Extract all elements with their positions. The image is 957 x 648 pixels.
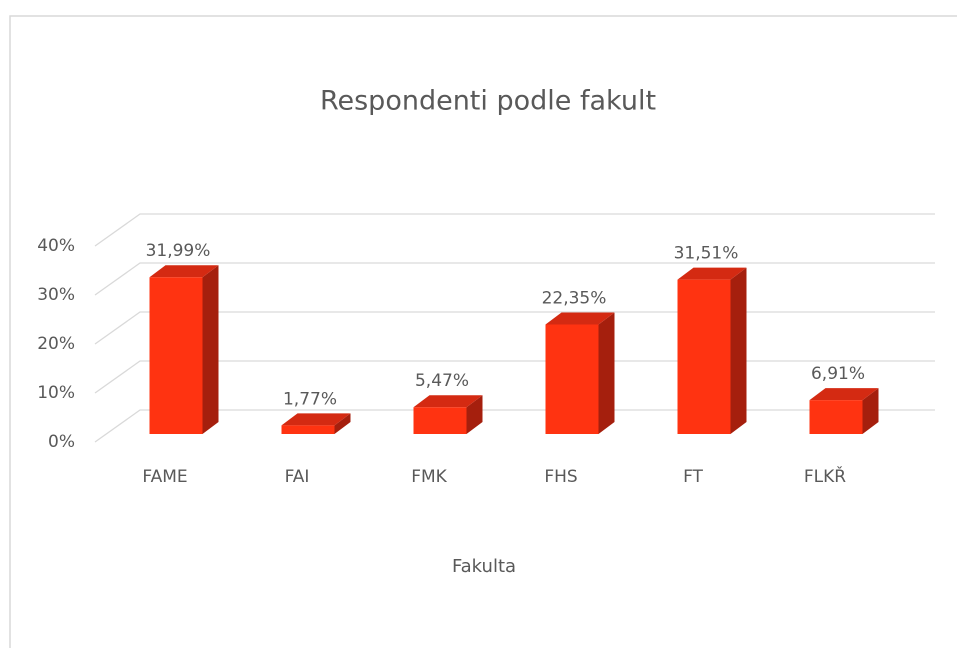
bar-top (149, 265, 219, 278)
y-tick-label: 30% (37, 285, 75, 305)
bar-front (809, 400, 863, 434)
bar-front (677, 279, 731, 434)
grid-line (94, 262, 935, 296)
chart-frame (9, 15, 957, 648)
grid-line (94, 409, 935, 443)
y-tick-label: 20% (37, 334, 75, 354)
data-label: 5,47% (415, 371, 469, 391)
bar-front (149, 277, 203, 434)
y-tick-label: 0% (48, 432, 75, 452)
bar-top (809, 388, 879, 401)
bar (281, 413, 351, 434)
data-label: 6,91% (811, 364, 865, 384)
data-label: 22,35% (542, 288, 607, 308)
y-tick-label: 40% (37, 236, 75, 256)
bar-side (334, 413, 351, 434)
data-label: 31,51% (674, 244, 739, 264)
bar (809, 388, 879, 434)
x-tick-label: FT (683, 467, 703, 487)
bar (149, 265, 219, 434)
bar-front (281, 425, 335, 434)
bar-top (281, 413, 351, 426)
x-tick-label: FAME (142, 467, 187, 487)
bar-side (202, 265, 219, 434)
bar-side (466, 395, 483, 434)
x-tick-label: FLKŘ (804, 465, 846, 487)
x-tick-label: FHS (544, 467, 577, 487)
grid-line (94, 311, 935, 345)
grid-line (94, 213, 935, 247)
bar-top (413, 395, 483, 408)
bar-top (545, 312, 615, 325)
bar-front (413, 407, 467, 434)
chart-title: Respondenti podle fakult (320, 86, 656, 117)
bar-side (730, 267, 747, 434)
grid-line (94, 360, 935, 394)
bar (677, 267, 747, 434)
bar-front (545, 324, 599, 434)
bar-top (677, 267, 747, 280)
y-tick-label: 10% (37, 383, 75, 403)
x-tick-label: FMK (411, 467, 447, 487)
x-axis-title: Fakulta (452, 556, 516, 577)
bar-side (862, 388, 879, 434)
data-label: 31,99% (146, 241, 211, 261)
bar-side (598, 312, 615, 434)
data-label: 1,77% (283, 389, 337, 409)
bar (545, 312, 615, 434)
bar (413, 395, 483, 434)
x-tick-label: FAI (285, 467, 310, 487)
